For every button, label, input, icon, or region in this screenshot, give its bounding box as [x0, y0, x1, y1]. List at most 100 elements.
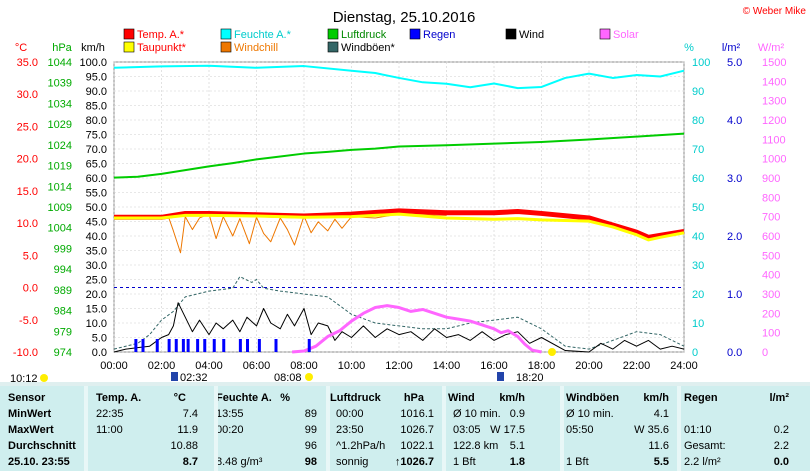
legend-swatch — [327, 28, 339, 40]
tick-hum: 70 — [692, 144, 704, 156]
marker-time: 08:08 — [274, 372, 302, 384]
tick-rain: 2.0 — [727, 231, 742, 243]
rain-bar — [257, 339, 261, 352]
tick-press: 994 — [54, 264, 72, 276]
stats-cell: 8.7 — [182, 456, 198, 468]
tick-hum: 100 — [692, 57, 710, 69]
tick-press: 979 — [54, 326, 72, 338]
stats-top-band — [0, 382, 810, 386]
stats-cell: 22:35 — [96, 408, 124, 420]
tick-x: 18:00 — [528, 360, 556, 372]
rain-bar — [167, 339, 171, 352]
tick-speed: 95.0 — [86, 72, 107, 84]
tick-press: 1004 — [48, 223, 72, 235]
tick-solar: 700 — [762, 212, 780, 224]
tick-solar: 200 — [762, 308, 780, 320]
legend-swatch — [123, 41, 135, 53]
tick-speed: 75.0 — [86, 130, 107, 142]
legend-swatch — [123, 28, 135, 40]
column-separator — [560, 386, 564, 471]
stats-cell: 7.4 — [182, 408, 198, 420]
tick-solar: 0 — [762, 347, 768, 359]
axis-unit: hPa — [52, 42, 72, 54]
stats-header: hPa — [403, 392, 424, 404]
tick-temp: 15.0 — [17, 186, 38, 198]
marker-time: 02:32 — [180, 372, 208, 384]
stats-cell: 0.0 — [773, 456, 789, 468]
stats-cell: sonnig — [336, 456, 369, 468]
tick-rain: 5.0 — [727, 57, 742, 69]
axis-unit: l/m² — [722, 42, 741, 54]
stats-cell: Ø 10 min. — [453, 408, 501, 420]
stats-cell: 5.1 — [509, 440, 525, 452]
tick-rain: 4.0 — [727, 115, 742, 127]
stats-cell: 8.48 g/m³ — [216, 456, 263, 468]
tick-solar: 1400 — [762, 76, 786, 88]
stats-header: °C — [173, 392, 186, 404]
tick-solar: 600 — [762, 231, 780, 243]
tick-temp: 5.0 — [23, 250, 38, 262]
tick-speed: 15.0 — [86, 304, 107, 316]
rain-bar — [134, 339, 138, 352]
tick-hum: 0 — [692, 347, 698, 359]
tick-press: 1034 — [48, 98, 72, 110]
series-luftdruck — [113, 132, 685, 179]
stats-cell: 11.9 — [177, 424, 198, 436]
tick-press: 989 — [54, 285, 72, 297]
series-wind — [113, 302, 685, 353]
series-lines — [113, 64, 685, 354]
rain-bar — [307, 339, 311, 352]
tick-speed: 60.0 — [86, 173, 107, 185]
stats-cell: 11.6 — [648, 440, 669, 452]
stats-cell: 89 — [304, 408, 317, 420]
axis-unit: W/m² — [758, 42, 785, 54]
axis-unit: °C — [15, 42, 27, 54]
tick-x: 24:00 — [670, 360, 698, 372]
tick-press: 974 — [54, 347, 72, 359]
tick-press: 984 — [54, 306, 72, 318]
legend-swatch — [220, 41, 232, 53]
stats-cell: 23:50 — [336, 424, 364, 436]
series-windb-en- — [113, 276, 685, 350]
rain-bar — [181, 339, 185, 352]
tick-solar: 1100 — [762, 134, 786, 146]
tick-speed: 65.0 — [86, 159, 107, 171]
stats-cell: 05:50 — [566, 424, 594, 436]
tick-hum: 50 — [692, 202, 704, 214]
stats-cell: 0.9 — [509, 408, 525, 420]
stats-cell: 1022.1 — [400, 440, 434, 452]
stats-cell: 4.1 — [653, 408, 669, 420]
tick-speed: 20.0 — [86, 289, 107, 301]
legend-label: Feuchte A.* — [234, 29, 292, 41]
legend: Temp. A.* Feuchte A.* Luftdruck Regen Wind So… — [123, 28, 639, 54]
tick-x: 20:00 — [575, 360, 603, 372]
axis-unit: % — [684, 42, 694, 54]
stats-cell: Gesamt: — [684, 440, 726, 452]
tick-rain: 1.0 — [727, 289, 742, 301]
tick-speed: 35.0 — [86, 246, 107, 258]
tick-temp: 10.0 — [17, 218, 38, 230]
tick-hum: 90 — [692, 86, 704, 98]
stats-cell: ↑1026.7 — [394, 456, 434, 468]
stats-cell: 1 Bft — [453, 456, 476, 468]
legend-label: Windböen* — [341, 42, 396, 54]
series-feuchte-a- — [113, 64, 685, 90]
tick-speed: 70.0 — [86, 144, 107, 156]
stats-header: Windböen — [566, 392, 620, 404]
tick-solar: 1000 — [762, 154, 786, 166]
tick-x: 04:00 — [195, 360, 223, 372]
tick-press: 1009 — [48, 202, 72, 214]
tick-solar: 100 — [762, 328, 780, 340]
stats-cell: 00:00 — [336, 408, 364, 420]
rain-bar — [141, 339, 145, 352]
tick-speed: 25.0 — [86, 275, 107, 287]
stats-header: Temp. A. — [96, 392, 142, 404]
tick-speed: 0.0 — [92, 347, 107, 359]
legend-swatch — [327, 41, 339, 53]
legend-label: Solar — [613, 29, 639, 41]
series-windchill — [168, 213, 447, 254]
stats-header: Feuchte A. — [216, 392, 272, 404]
tick-x: 08:00 — [290, 360, 318, 372]
tick-speed: 5.0 — [92, 333, 107, 345]
tick-x: 14:00 — [433, 360, 461, 372]
